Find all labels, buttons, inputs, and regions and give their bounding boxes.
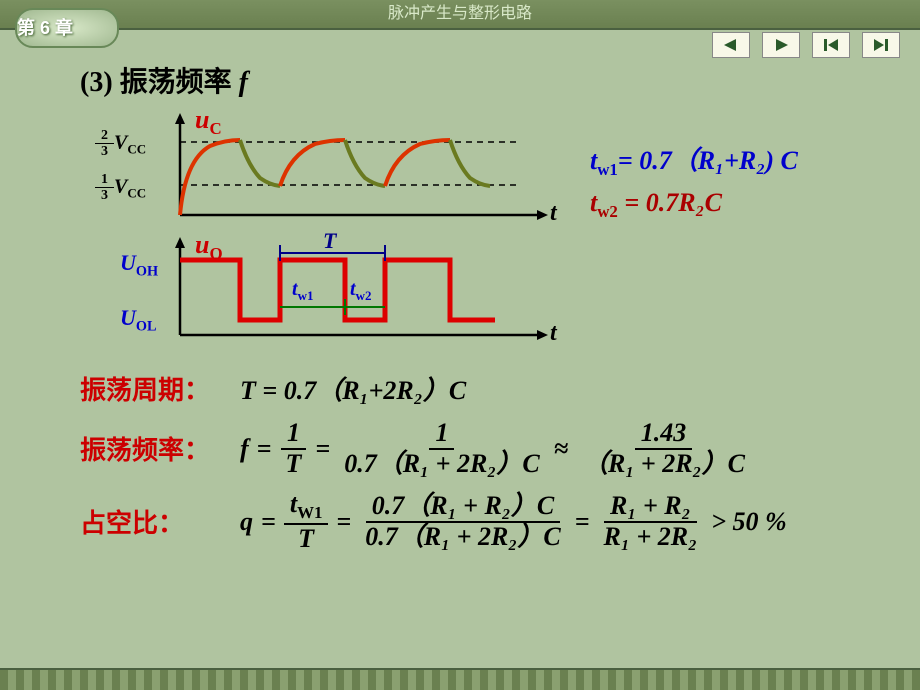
nav-next[interactable]: [762, 32, 800, 58]
tw1-formula: tw1= 0.7（R₁+R₂) C: [590, 140, 798, 180]
uol-label: UOL: [120, 305, 157, 335]
period-body: T = 0.7（R₁+2R₂）C: [240, 370, 466, 407]
frequency-row: 振荡频率： f = 1T = 10.7（R₁ + 2R₂）C ≈ 1.43（R₁…: [80, 419, 870, 478]
uc-y-lower: 13VCC: [95, 172, 146, 204]
slide-footer: [0, 668, 920, 690]
graph-area: 23VCC 13VCC uC t uO UOH: [80, 110, 870, 365]
tw-formulas: tw1= 0.7（R₁+R₂) C tw2 = 0.7R₂C: [590, 140, 798, 222]
chapter-badge: 第 6 章: [15, 8, 119, 48]
uc-graph: [80, 110, 560, 235]
uo-label: uO: [195, 230, 223, 264]
uc-x-label: t: [550, 200, 557, 227]
period-label: 振荡周期：: [80, 370, 220, 407]
nav-prev[interactable]: [712, 32, 750, 58]
header-title: 脉冲产生与整形电路: [388, 5, 532, 22]
nav-buttons: [712, 32, 900, 58]
title-prefix: (3): [80, 67, 120, 98]
duty-row: 占空比： q = tW1T = 0.7（R₁ + R₂）C0.7（R₁ + 2R…: [80, 490, 870, 553]
tw2-label: tw2: [350, 278, 371, 304]
uc-y-upper: 23VCC: [95, 128, 146, 160]
section-title: (3) 振荡频率 f: [80, 60, 870, 100]
title-text: 振荡频率: [120, 67, 239, 98]
duty-label: 占空比：: [80, 503, 220, 540]
content-area: (3) 振荡频率 f 23VCC 13VCC uC: [0, 30, 920, 554]
tw2-formula: tw2 = 0.7R₂C: [590, 188, 798, 222]
title-var: f: [239, 67, 248, 98]
period-row: 振荡周期： T = 0.7（R₁+2R₂）C: [80, 370, 870, 407]
duty-body: q = tW1T = 0.7（R₁ + R₂）C0.7（R₁ + 2R₂）C =…: [240, 490, 787, 553]
tw1-label: tw1: [292, 278, 313, 304]
equations-section: 振荡周期： T = 0.7（R₁+2R₂）C 振荡频率： f = 1T = 10…: [80, 370, 870, 554]
nav-last[interactable]: [862, 32, 900, 58]
uo-x-label: t: [550, 320, 557, 347]
nav-first[interactable]: [812, 32, 850, 58]
frequency-label: 振荡频率：: [80, 430, 220, 467]
frequency-body: f = 1T = 10.7（R₁ + 2R₂）C ≈ 1.43（R₁ + 2R₂…: [240, 419, 751, 478]
slide-header: 脉冲产生与整形电路: [0, 0, 920, 30]
T-label: T: [323, 228, 336, 254]
uoh-label: UOH: [120, 250, 158, 280]
uc-label: uC: [195, 105, 222, 139]
